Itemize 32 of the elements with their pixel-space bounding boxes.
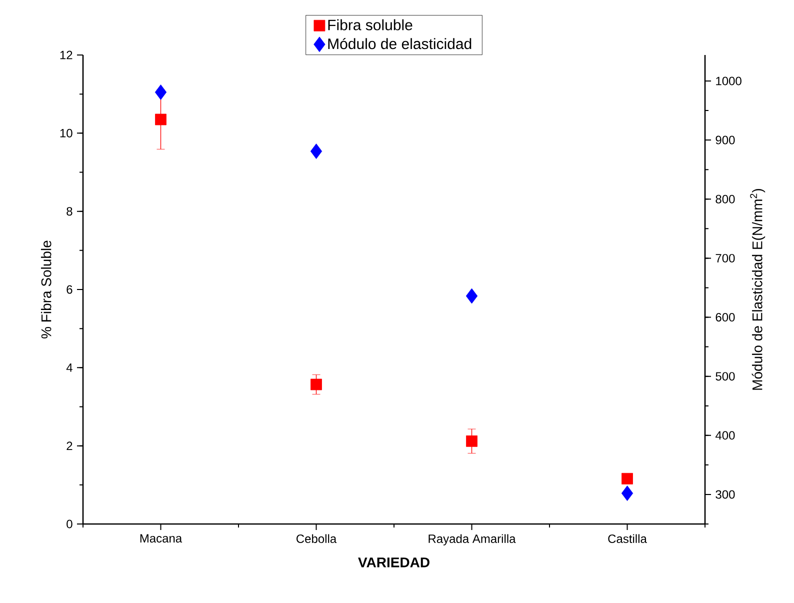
- y-tick-label: 0: [66, 520, 72, 528]
- y2-tick-label: 500: [716, 372, 735, 381]
- y2-tick-label: 800: [716, 194, 735, 204]
- y-tick-label: 10: [60, 128, 72, 138]
- y2-tick-label: 700: [716, 254, 735, 262]
- y-tick-label: 4: [66, 364, 72, 372]
- x-tick-label: Castilla: [608, 534, 647, 544]
- x-tick-label: Macana: [140, 534, 182, 543]
- x-tick-label: Rayada Amarilla: [428, 534, 516, 546]
- legend-label: Fibra soluble: [328, 19, 412, 30]
- point: [155, 114, 166, 126]
- y-tick-label: 12: [60, 50, 72, 60]
- point: [466, 435, 478, 447]
- y2-tick-label: 600: [716, 313, 735, 322]
- point: [310, 378, 322, 390]
- point: [154, 84, 167, 100]
- legend-label: Módulo de elasticidad: [328, 38, 472, 50]
- x-axis-title: VARIEDAD: [358, 558, 430, 568]
- point: [621, 486, 634, 501]
- x-tick-label: Cebolla: [296, 534, 337, 544]
- y2-tick-label: 1000: [716, 76, 742, 86]
- point: [310, 144, 322, 159]
- y2-tick-label: 300: [716, 490, 735, 499]
- y2-tick-label: 400: [715, 431, 735, 440]
- y-tick-label: 8: [66, 207, 72, 216]
- y-tick-label: 6: [66, 285, 72, 294]
- y-tick-label: 2: [66, 442, 72, 450]
- point: [466, 288, 478, 304]
- point: [622, 472, 633, 484]
- y2-axis-title: Módulo de Elasticidad E(N/mm$^{2}$): [750, 188, 766, 390]
- y2-tick-label: 900: [716, 136, 735, 144]
- y-axis-title: % Fibra Soluble: [40, 240, 52, 338]
